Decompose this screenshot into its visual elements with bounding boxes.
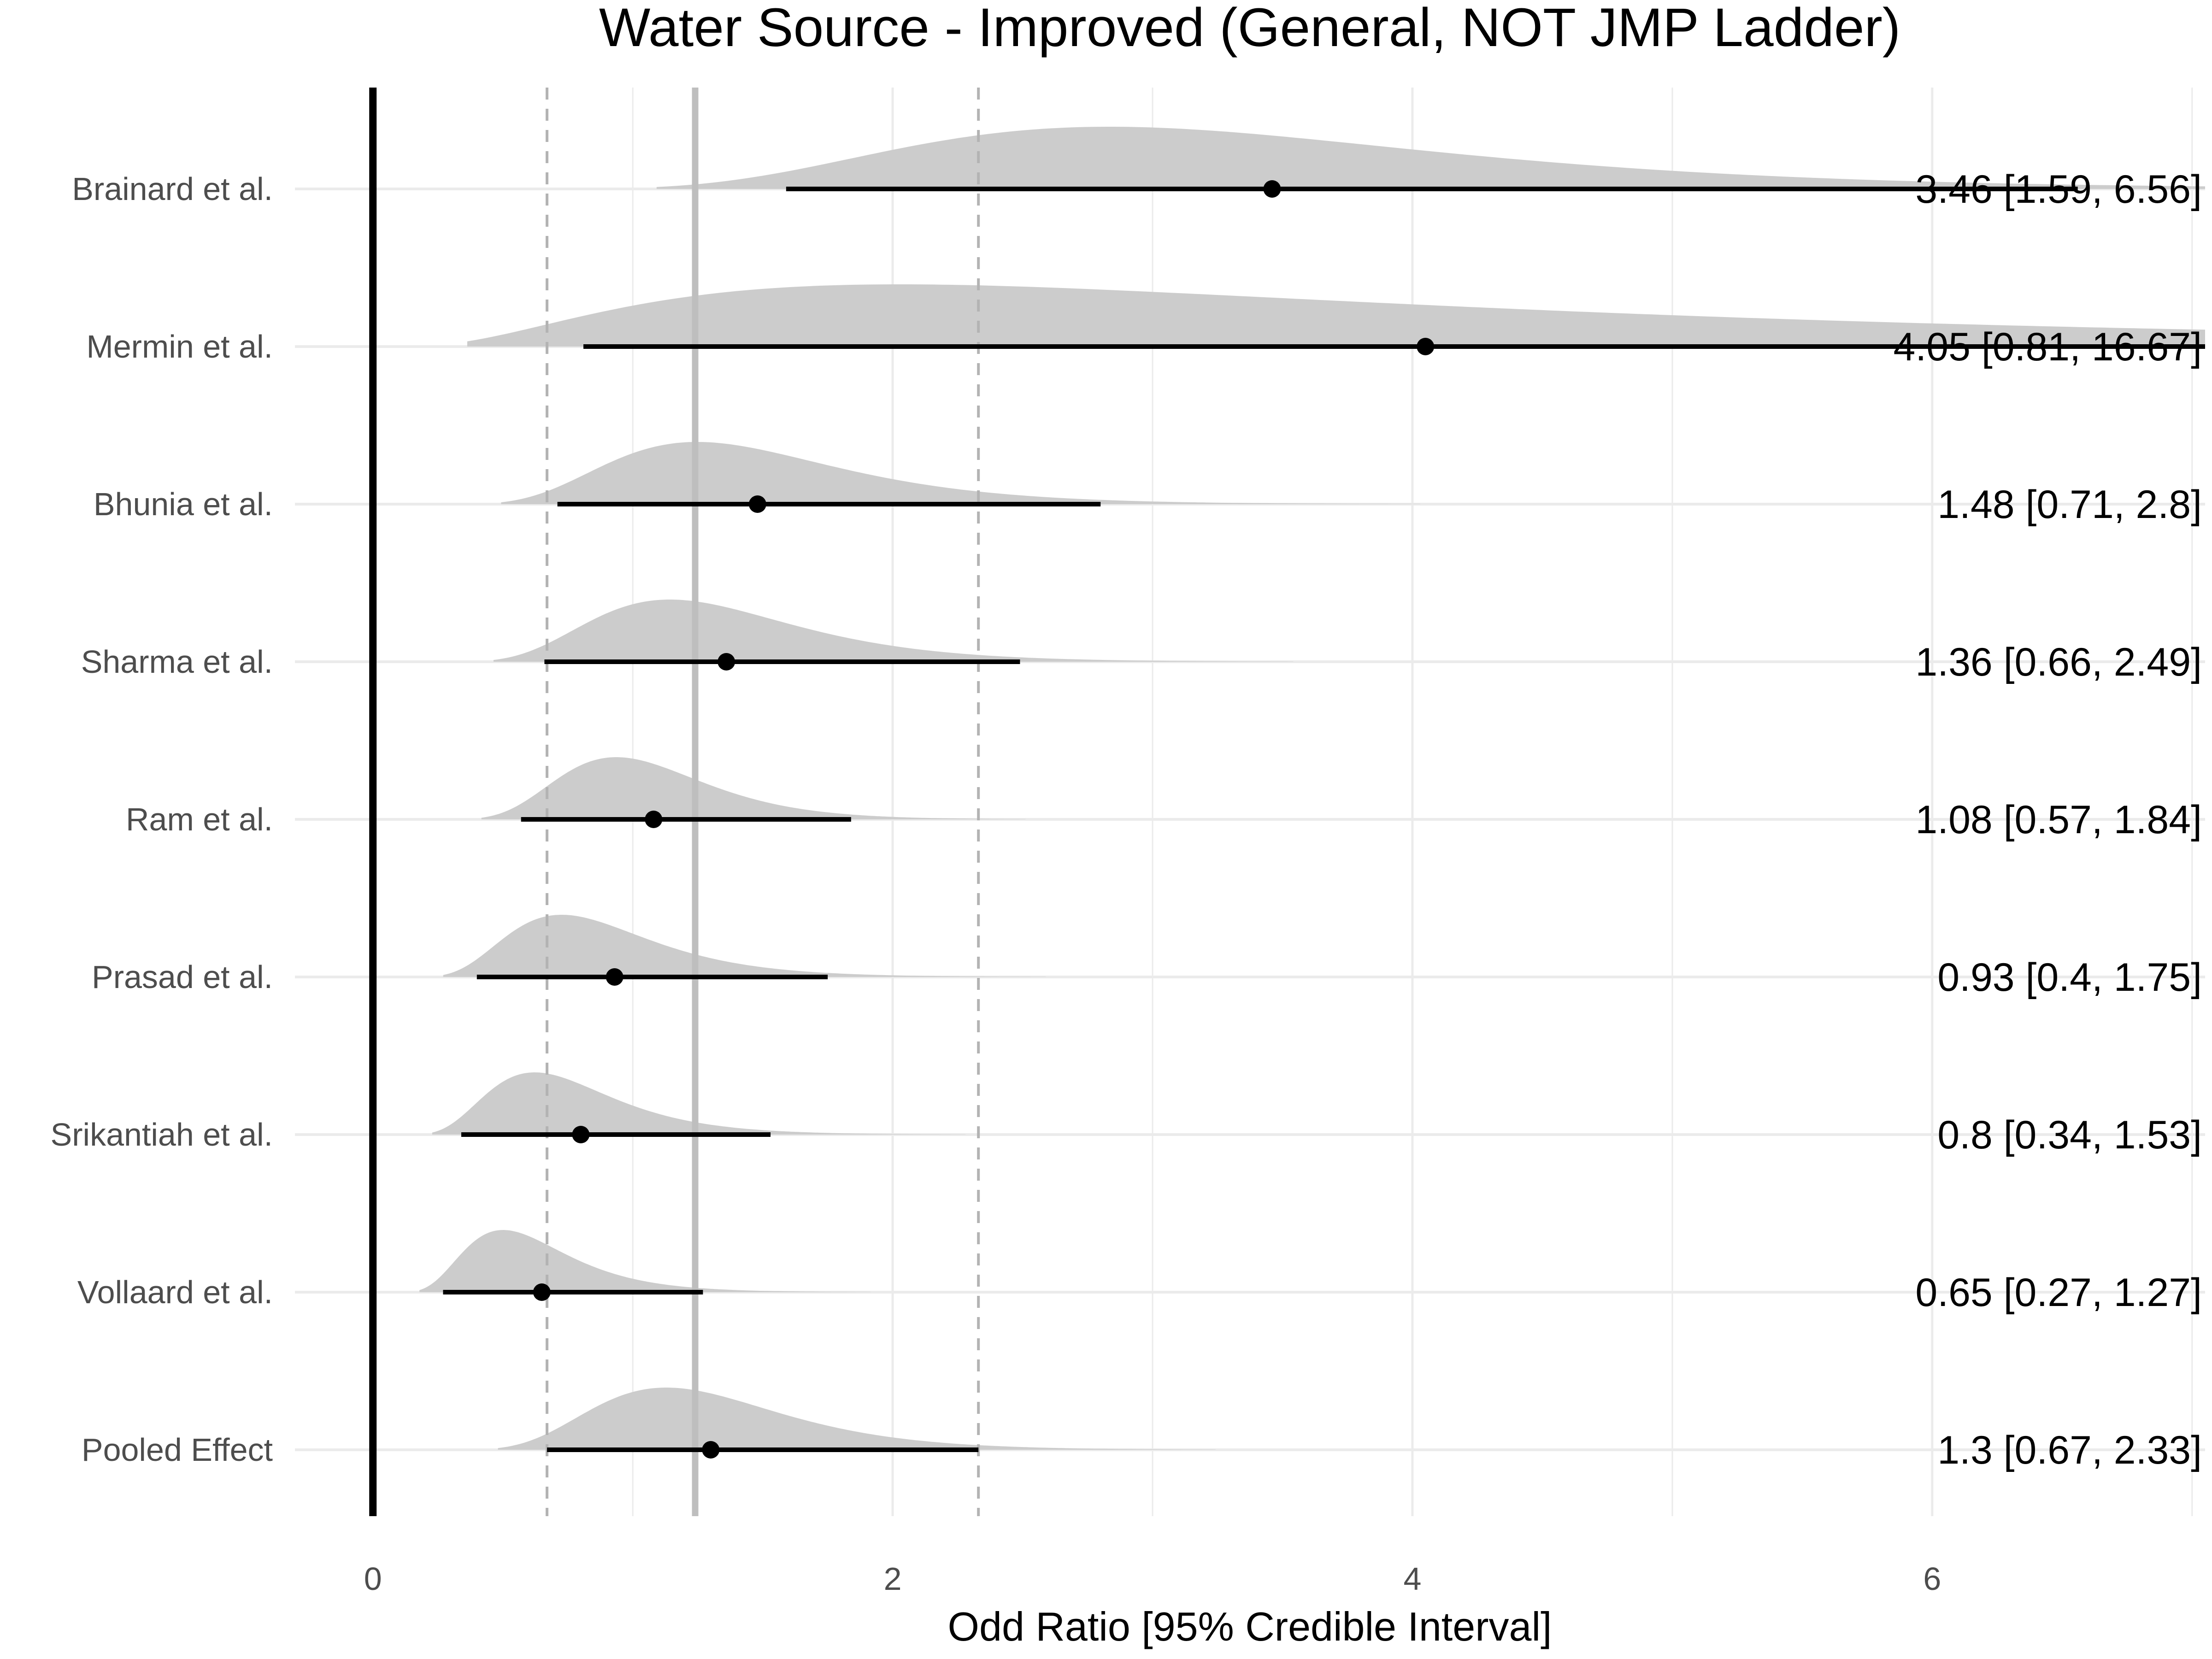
- estimate-annotation: 4.05 [0.81, 16.67]: [1894, 325, 2202, 369]
- x-tick-label: 4: [1403, 1561, 1421, 1597]
- study-label: Mermin et al.: [86, 329, 273, 365]
- study-label: Pooled Effect: [82, 1432, 273, 1468]
- density-ridge: [498, 1388, 1216, 1450]
- x-tick-label: 2: [884, 1561, 902, 1597]
- estimate-annotation: 1.3 [0.67, 2.33]: [1937, 1428, 2202, 1472]
- density-ridge: [501, 442, 1420, 504]
- text-layer: Water Source - Improved (General, NOT JM…: [51, 0, 2202, 1649]
- study-label: Brainard et al.: [72, 171, 273, 207]
- reference-lines-layer: [369, 88, 980, 1516]
- estimate-annotation: 1.08 [0.57, 1.84]: [1915, 798, 2202, 842]
- interval-marks-layer: [443, 180, 2205, 1459]
- density-ridge: [443, 915, 1046, 977]
- study-label: Sharma et al.: [81, 644, 273, 680]
- study-label: Vollaard et al.: [77, 1274, 273, 1310]
- density-ridge: [419, 1230, 871, 1292]
- point-estimate: [1417, 338, 1435, 355]
- estimate-annotation: 3.46 [1.59, 6.56]: [1915, 167, 2202, 212]
- estimate-annotation: 1.48 [0.71, 2.8]: [1937, 482, 2202, 527]
- study-label: Prasad et al.: [92, 959, 273, 995]
- point-estimate: [718, 653, 735, 671]
- estimate-annotation: 0.8 [0.34, 1.53]: [1937, 1113, 2202, 1157]
- point-estimate: [533, 1283, 551, 1301]
- study-label: Ram et al.: [126, 801, 273, 837]
- x-tick-label: 0: [364, 1561, 382, 1597]
- density-ridge: [467, 284, 2206, 347]
- x-axis-label: Odd Ratio [95% Credible Interval]: [948, 1604, 1552, 1649]
- density-ridge: [432, 1072, 966, 1135]
- point-estimate: [572, 1126, 590, 1143]
- point-estimate: [702, 1441, 720, 1459]
- density-ridge: [481, 757, 1026, 819]
- estimate-annotation: 0.93 [0.4, 1.75]: [1937, 955, 2202, 1000]
- point-estimate: [645, 811, 663, 828]
- density-ridge: [656, 127, 2205, 189]
- x-tick-label: 6: [1923, 1561, 1941, 1597]
- estimate-annotation: 0.65 [0.27, 1.27]: [1915, 1271, 2202, 1315]
- point-estimate: [606, 968, 624, 986]
- chart-title: Water Source - Improved (General, NOT JM…: [599, 0, 1900, 58]
- study-label: Bhunia et al.: [94, 486, 273, 522]
- point-estimate: [748, 495, 766, 513]
- point-estimate: [1263, 180, 1281, 198]
- study-label: Srikantiah et al.: [51, 1117, 273, 1153]
- estimate-annotation: 1.36 [0.66, 2.49]: [1915, 640, 2202, 684]
